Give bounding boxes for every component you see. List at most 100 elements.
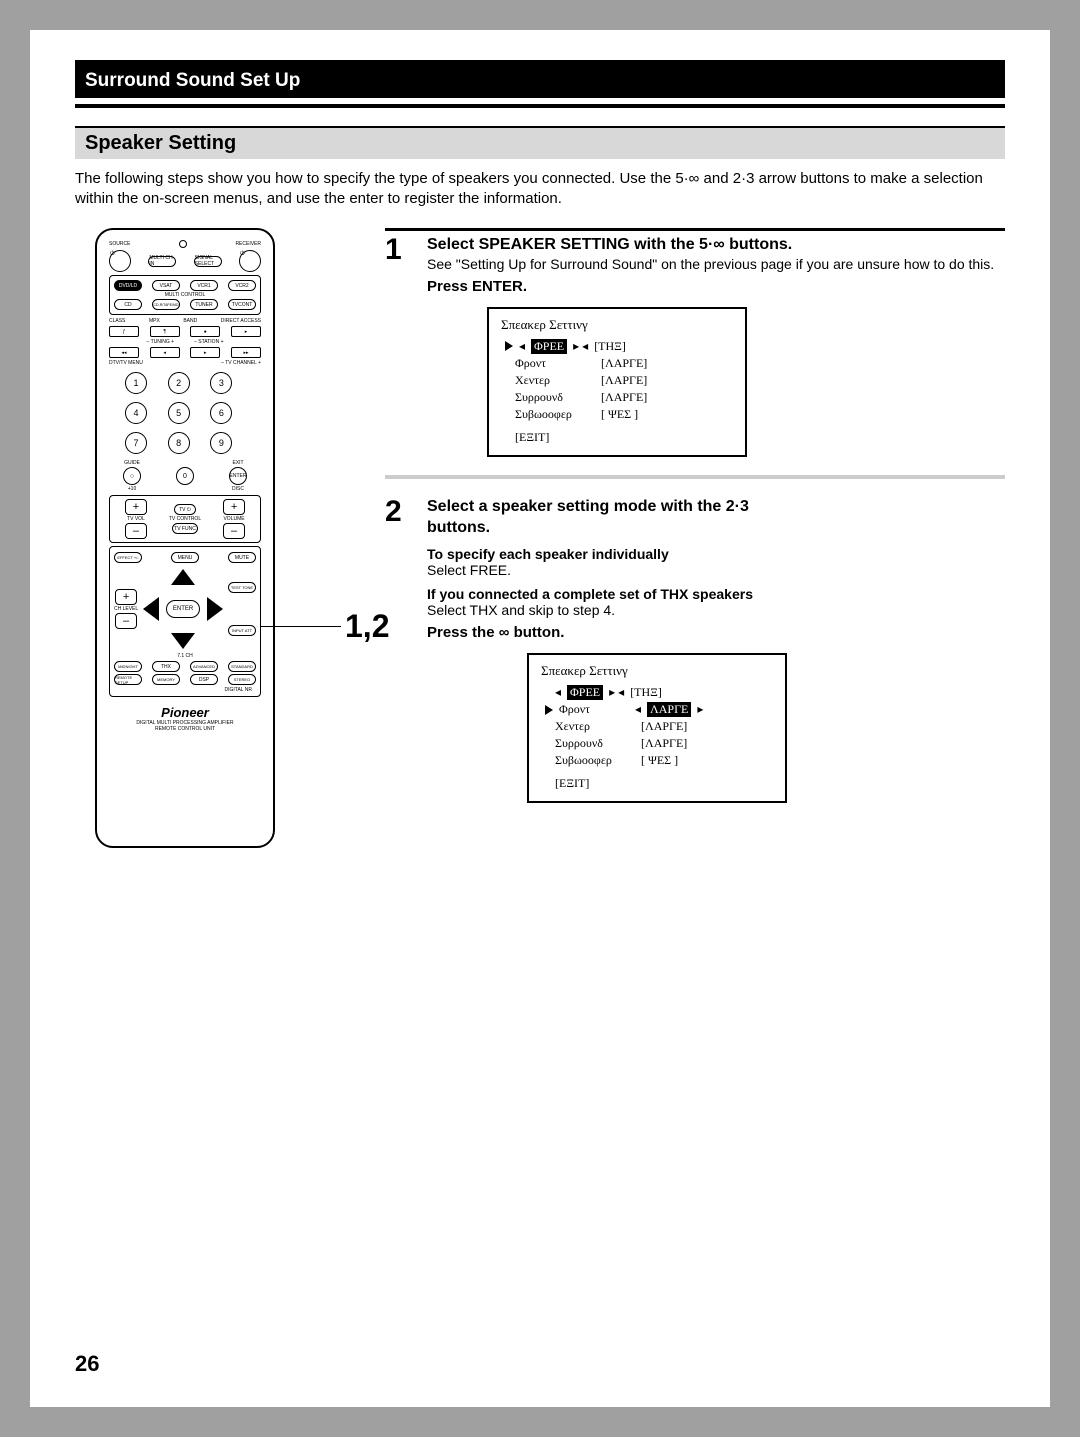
num-6: 6 [210,402,232,424]
step1-title-a: Select SPEAKER SETTING with the [427,236,699,253]
osd2-title: Σπεακερ Σεττινγ [541,663,773,679]
tvvol-label: TV VOL [127,516,145,522]
down-arrow-icon [171,633,195,649]
ch-up: + [115,589,137,605]
osd2-r2: Χεντερ[ΛΑΡΓΕ] [555,719,773,734]
osd1-free-l: ◂ [519,339,525,354]
remote-illustration: SOURCE RECEIVER ⏻ MULTI CH IN SIGNAL SEL… [95,228,275,848]
guide-button: ○ [123,467,141,485]
step-2-sub1: To specify each speaker individually [427,546,1005,562]
power-receiver-button: ⏻ [239,250,261,272]
osd-1: Σπεακερ Σεττινγ ◂ ΦΡΕΕ ▸ ◂ [ΤΗΞ] Φροντ[Λ… [487,307,747,457]
num-0: 0 [176,467,194,485]
ch-down: – [115,613,137,629]
up-arrow-icon [171,569,195,585]
band-label: BAND [183,318,197,324]
vcr2-button: VCR2 [228,280,256,291]
osd1-r1: Φροντ [ΛΑΡΓΕ] [515,356,733,371]
step-2-sub1-text: Select FREE. [427,562,1005,578]
cdr-button: CD-R/TAPE/MD [152,299,180,310]
osd1-r2: Χεντερ[ΛΑΡΓΕ] [515,373,733,388]
page-number: 26 [75,1351,99,1377]
input-button: INPUT ATT [228,625,256,636]
mute-button: MUTE [228,552,256,563]
osd1-r3: Συρρουνδ[ΛΑΡΓΕ] [515,390,733,405]
left-arrow-icon [143,597,159,621]
remote-column: SOURCE RECEIVER ⏻ MULTI CH IN SIGNAL SEL… [75,228,355,848]
seven-label: 7.1 CH [114,653,256,659]
volume-label: VOLUME [223,516,244,522]
exit-label: EXIT [232,460,243,466]
header-bar: Surround Sound Set Up [75,60,1005,98]
osd1-thx: [ΤΗΞ] [594,339,626,354]
osd2-r1-r: ▸ [697,702,703,717]
tri-icon [545,705,553,715]
step-1-body: Select SPEAKER SETTING with the 5·∞ butt… [427,235,1005,457]
tvvol-down: – [125,523,147,539]
osd2-r3: Συρρουνδ[ΛΑΡΓΕ] [555,736,773,751]
memory-button: MEMORY [152,674,180,685]
step-1-number: 1 [385,235,415,457]
rec-button: ● [190,326,220,337]
osd2-r4-val: [ ΨΕΣ ] [641,753,678,768]
next-button: ▸▸ [231,347,261,358]
class-label: CLASS [109,318,125,324]
multi-label: MULTI CONTROL [114,292,256,298]
tvfunc-button: TV FUNC [172,523,198,534]
osd-2: Σπεακερ Σεττινγ ◂ ΦΡΕΕ ▸ ◂ [ΤΗΞ] Φροντ ◂… [527,653,787,803]
osd1-r4-val: [ ΨΕΣ ] [601,407,638,422]
effect-button: EFFECT +/- [114,552,142,563]
intro-text: The following steps show you how to spec… [75,169,1005,208]
step-2-title: Select a speaker setting mode with the 2… [427,497,1005,539]
tvcont-button: TVCONT [228,299,256,310]
osd2-mode-row: ◂ ΦΡΕΕ ▸ ◂ [ΤΗΞ] [555,685,773,700]
tri-icon [505,341,513,351]
station-label: – STATION + [194,339,223,345]
step-2-number: 2 [385,497,415,804]
osd1-exit: [ΕΞΙΤ] [515,430,733,445]
dvd-button: DVD/LD [114,280,142,291]
source-label: SOURCE [109,241,130,247]
osd2-free: ΦΡΕΕ [567,685,603,700]
osd2-r4: Συβωοοφερ[ ΨΕΣ ] [555,753,773,768]
osd1-free: ΦΡΕΕ [531,339,567,354]
step-2: 2 Select a speaker setting mode with the… [385,497,1005,804]
tvctrl-block: TV ⏻ TV CONTROL TV FUNC [169,504,201,534]
step2-press-b: ∞ [499,624,510,641]
osd2-r1-val: ΛΑΡΓΕ [647,702,691,717]
menu-button: MENU [171,552,199,563]
osd1-r3-val: [ΛΑΡΓΕ] [601,390,647,405]
osd1-r1-val: [ΛΑΡΓΕ] [601,356,647,371]
osd1-r1-label: Φροντ [515,356,595,371]
tuning-label: – TUNING + [147,339,175,345]
osd2-r3-val: [ΛΑΡΓΕ] [641,736,687,751]
num-7: 7 [125,432,147,454]
step-2-press: Press the ∞ button. [427,624,1005,641]
manual-page: Surround Sound Set Up Speaker Setting Th… [30,30,1050,1407]
osd2-r1: Φροντ ◂ ΛΑΡΓΕ ▸ [545,702,773,717]
step2-title-a: Select a speaker setting mode with the [427,498,726,515]
right-arrow-icon [207,597,223,621]
adv-button: ADVANCED [190,661,218,672]
osd1-r2-val: [ΛΑΡΓΕ] [601,373,647,388]
osd2-exit: [ΕΞΙΤ] [555,776,773,791]
tuner-button: TUNER [190,299,218,310]
osd2-thx: [ΤΗΞ] [630,685,662,700]
osd2-r1-l: ◂ [635,702,641,717]
callout-label: 1,2 [345,608,389,645]
num-8: 8 [168,432,190,454]
enter-circle-button: ENTER [229,467,247,485]
brand-sub2: REMOTE CONTROL UNIT [103,726,267,732]
num-4: 4 [125,402,147,424]
osd2-free-l: ◂ [555,685,561,700]
osd1-title: Σπεακερ Σεττινγ [501,317,733,333]
plus10-label: +10 [128,486,136,492]
open-button: ¶ [150,326,180,337]
receiver-label: RECEIVER [235,241,261,247]
step-1-press: Press ENTER. [427,278,1005,295]
tvvol-block: + TV VOL – [125,499,147,539]
prev-button: ◂︎◂︎ [109,347,139,358]
steps-column: 1 Select SPEAKER SETTING with the 5·∞ bu… [385,228,1005,848]
tvvol-up: + [125,499,147,515]
dtv-label: DTV/TV MENU [109,360,143,366]
